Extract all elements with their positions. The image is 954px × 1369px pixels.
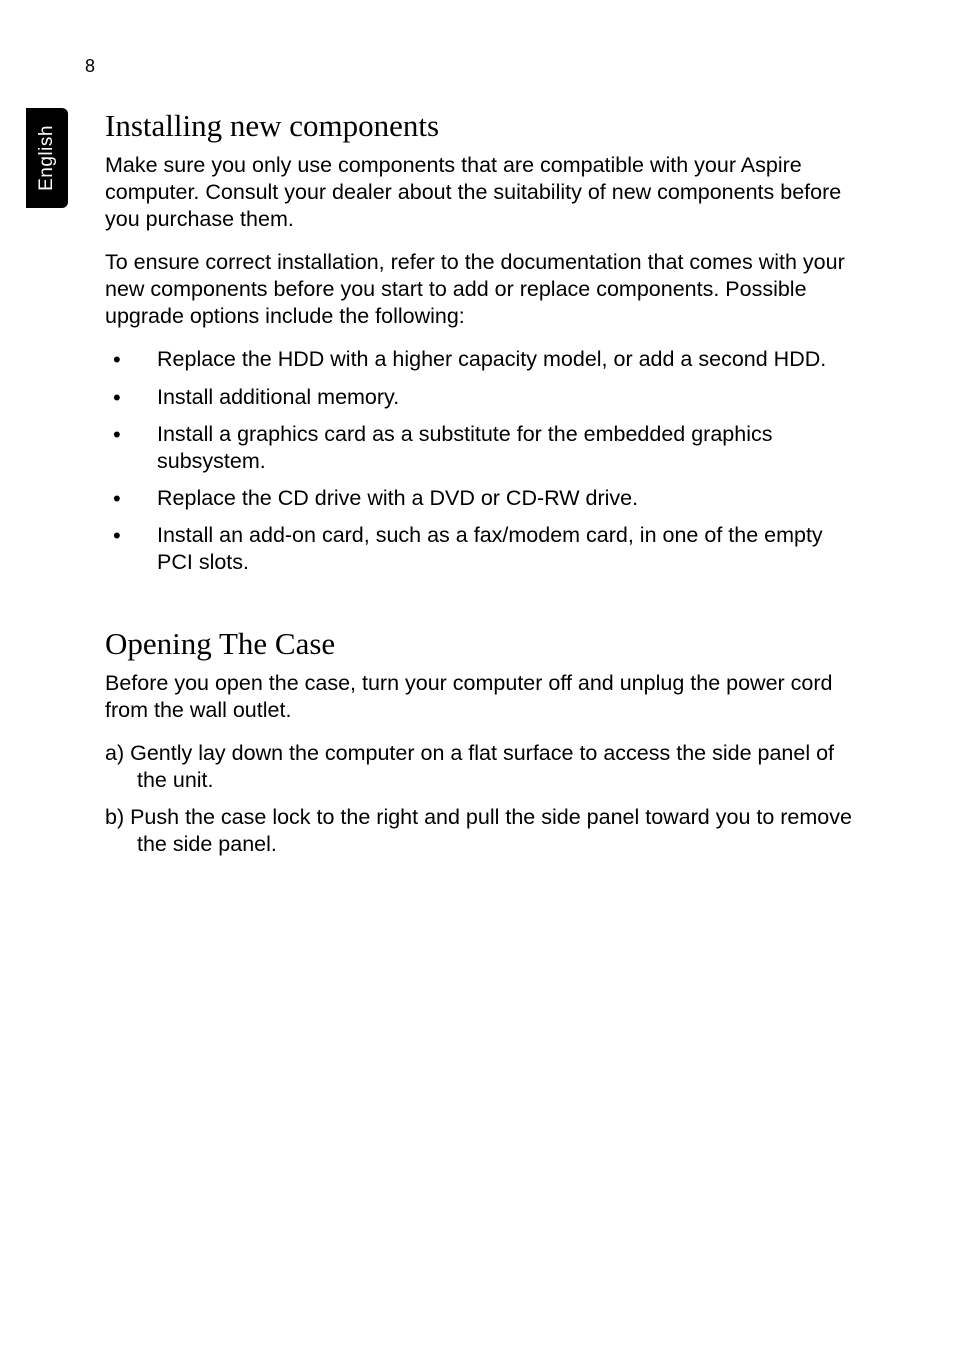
list-item: Install an add-on card, such as a fax/mo… [105, 522, 864, 576]
language-tab: English [26, 108, 68, 208]
list-item: Replace the HDD with a higher capacity m… [105, 346, 864, 373]
document-page: 8 English Installing new components Make… [0, 0, 954, 1369]
list-item: Replace the CD drive with a DVD or CD-RW… [105, 485, 864, 512]
opening-step-b: b) Push the case lock to the right and p… [105, 804, 864, 858]
list-item: Install additional memory. [105, 384, 864, 411]
installing-para-1: Make sure you only use components that a… [105, 152, 864, 233]
installing-para-2: To ensure correct installation, refer to… [105, 249, 864, 330]
language-tab-label: English [36, 125, 58, 191]
list-item: Install a graphics card as a substitute … [105, 421, 864, 475]
installing-bullet-list: Replace the HDD with a higher capacity m… [105, 346, 864, 576]
heading-opening: Opening The Case [105, 626, 864, 662]
heading-installing: Installing new components [105, 108, 864, 144]
page-number: 8 [85, 56, 95, 77]
page-content: Installing new components Make sure you … [105, 108, 864, 858]
opening-step-a: a) Gently lay down the computer on a fla… [105, 740, 864, 794]
opening-para-1: Before you open the case, turn your comp… [105, 670, 864, 724]
